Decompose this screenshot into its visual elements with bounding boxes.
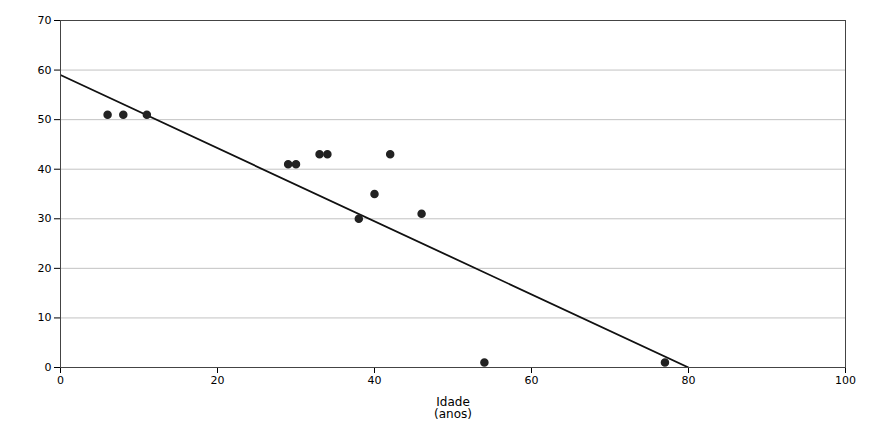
svg-text:0: 0 xyxy=(57,374,64,387)
svg-text:60: 60 xyxy=(38,64,52,77)
svg-text:0: 0 xyxy=(45,361,52,374)
svg-text:30: 30 xyxy=(38,212,52,225)
svg-text:70: 70 xyxy=(38,14,52,27)
svg-text:40: 40 xyxy=(368,374,382,387)
svg-text:20: 20 xyxy=(211,374,225,387)
svg-text:60: 60 xyxy=(525,374,539,387)
svg-text:40: 40 xyxy=(38,163,52,176)
svg-text:Idade(anos): Idade(anos) xyxy=(434,395,472,421)
svg-text:20: 20 xyxy=(38,262,52,275)
svg-text:50: 50 xyxy=(38,113,52,126)
svg-text:100: 100 xyxy=(835,374,856,387)
svg-text:10: 10 xyxy=(38,311,52,324)
svg-text:80: 80 xyxy=(682,374,696,387)
